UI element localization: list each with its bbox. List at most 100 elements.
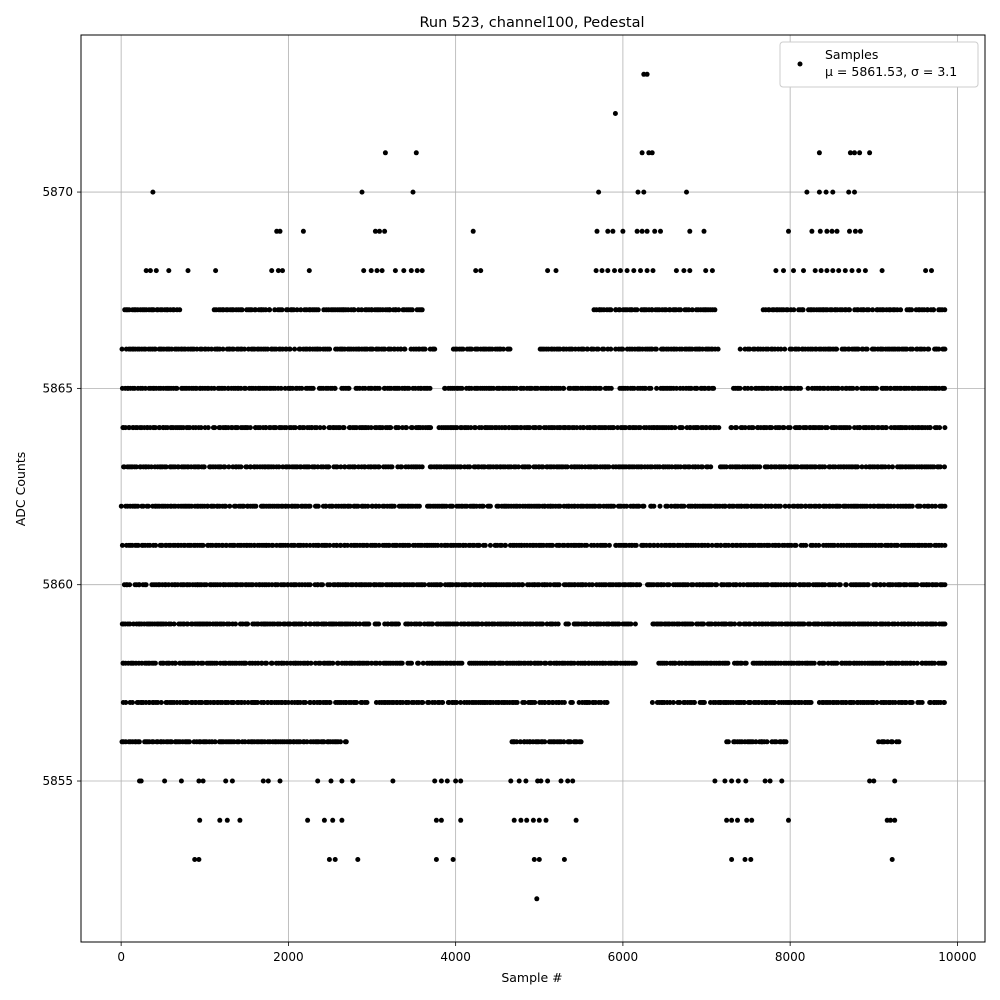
data-point <box>341 425 347 431</box>
data-point <box>376 464 382 470</box>
data-point <box>255 660 261 666</box>
data-point <box>355 503 361 509</box>
data-point <box>277 621 283 627</box>
data-point <box>399 464 405 470</box>
data-point <box>664 660 670 666</box>
data-point <box>561 857 567 862</box>
data-point <box>835 385 841 391</box>
data-point <box>438 778 444 784</box>
data-point <box>612 268 617 274</box>
data-point <box>307 582 313 588</box>
data-point <box>888 817 893 823</box>
data-point <box>278 385 284 391</box>
data-point <box>569 700 575 705</box>
data-point <box>878 582 883 588</box>
data-point <box>511 817 517 823</box>
chart-title: Run 523, channel100, Pedestal <box>419 15 644 31</box>
data-point <box>857 228 863 234</box>
x-tick-label: 2000 <box>273 950 304 964</box>
y-tick-label: 5865 <box>42 381 73 395</box>
data-point <box>203 582 209 588</box>
data-point <box>330 503 335 509</box>
data-point <box>593 268 599 274</box>
data-point <box>226 464 232 470</box>
data-point <box>277 778 283 784</box>
data-point <box>886 621 892 627</box>
data-point <box>432 778 438 784</box>
data-point <box>725 739 731 745</box>
data-point <box>639 150 645 156</box>
data-point <box>299 621 305 627</box>
data-point <box>245 621 251 627</box>
data-point <box>458 817 464 823</box>
data-point <box>873 582 879 588</box>
data-point <box>896 739 902 745</box>
data-point <box>816 542 822 548</box>
data-point <box>482 542 488 548</box>
data-point <box>847 307 852 313</box>
data-point <box>264 660 269 666</box>
data-point <box>584 621 590 627</box>
data-point <box>467 464 473 470</box>
data-point <box>323 503 329 509</box>
data-point <box>265 778 271 784</box>
data-point <box>438 817 444 823</box>
data-point <box>830 189 836 195</box>
data-point <box>793 542 799 548</box>
data-point <box>759 503 764 509</box>
data-point <box>247 425 253 431</box>
data-point <box>801 268 806 274</box>
data-point <box>212 425 218 431</box>
data-point <box>422 582 427 588</box>
data-point <box>871 778 877 784</box>
data-point <box>942 660 948 666</box>
data-point <box>806 582 812 588</box>
data-point <box>799 503 805 509</box>
data-point <box>732 621 738 627</box>
data-point <box>287 346 293 352</box>
data-point <box>196 778 202 784</box>
data-point <box>382 346 388 352</box>
data-point <box>205 425 211 431</box>
data-point <box>923 268 929 274</box>
data-point <box>804 189 810 195</box>
data-point <box>578 739 584 745</box>
data-point <box>748 857 754 862</box>
data-point <box>542 739 548 745</box>
data-point <box>866 307 872 313</box>
data-point <box>895 542 901 548</box>
data-point <box>846 189 852 195</box>
data-point <box>330 817 336 823</box>
data-point <box>460 346 466 352</box>
data-point <box>459 385 465 391</box>
data-point <box>898 307 904 313</box>
data-point <box>783 739 789 745</box>
data-point <box>540 621 546 627</box>
data-point <box>433 817 439 823</box>
data-point <box>824 228 830 234</box>
data-point <box>315 778 321 784</box>
data-point <box>516 464 521 470</box>
data-point <box>152 660 158 666</box>
data-point <box>909 307 915 313</box>
data-point <box>396 621 401 627</box>
data-point <box>829 228 835 234</box>
data-point <box>346 385 352 391</box>
data-point <box>135 542 141 548</box>
data-point <box>364 700 370 705</box>
data-point <box>308 621 314 627</box>
data-point <box>633 542 639 548</box>
data-point <box>561 739 567 745</box>
data-point <box>310 385 316 391</box>
data-point <box>540 464 546 470</box>
data-point <box>303 621 309 627</box>
data-point <box>242 346 247 352</box>
data-point <box>932 503 938 509</box>
data-point <box>374 268 380 274</box>
data-point <box>302 700 308 705</box>
data-point <box>733 582 739 588</box>
data-point <box>927 425 933 431</box>
data-point <box>545 778 551 784</box>
data-point <box>909 503 915 509</box>
